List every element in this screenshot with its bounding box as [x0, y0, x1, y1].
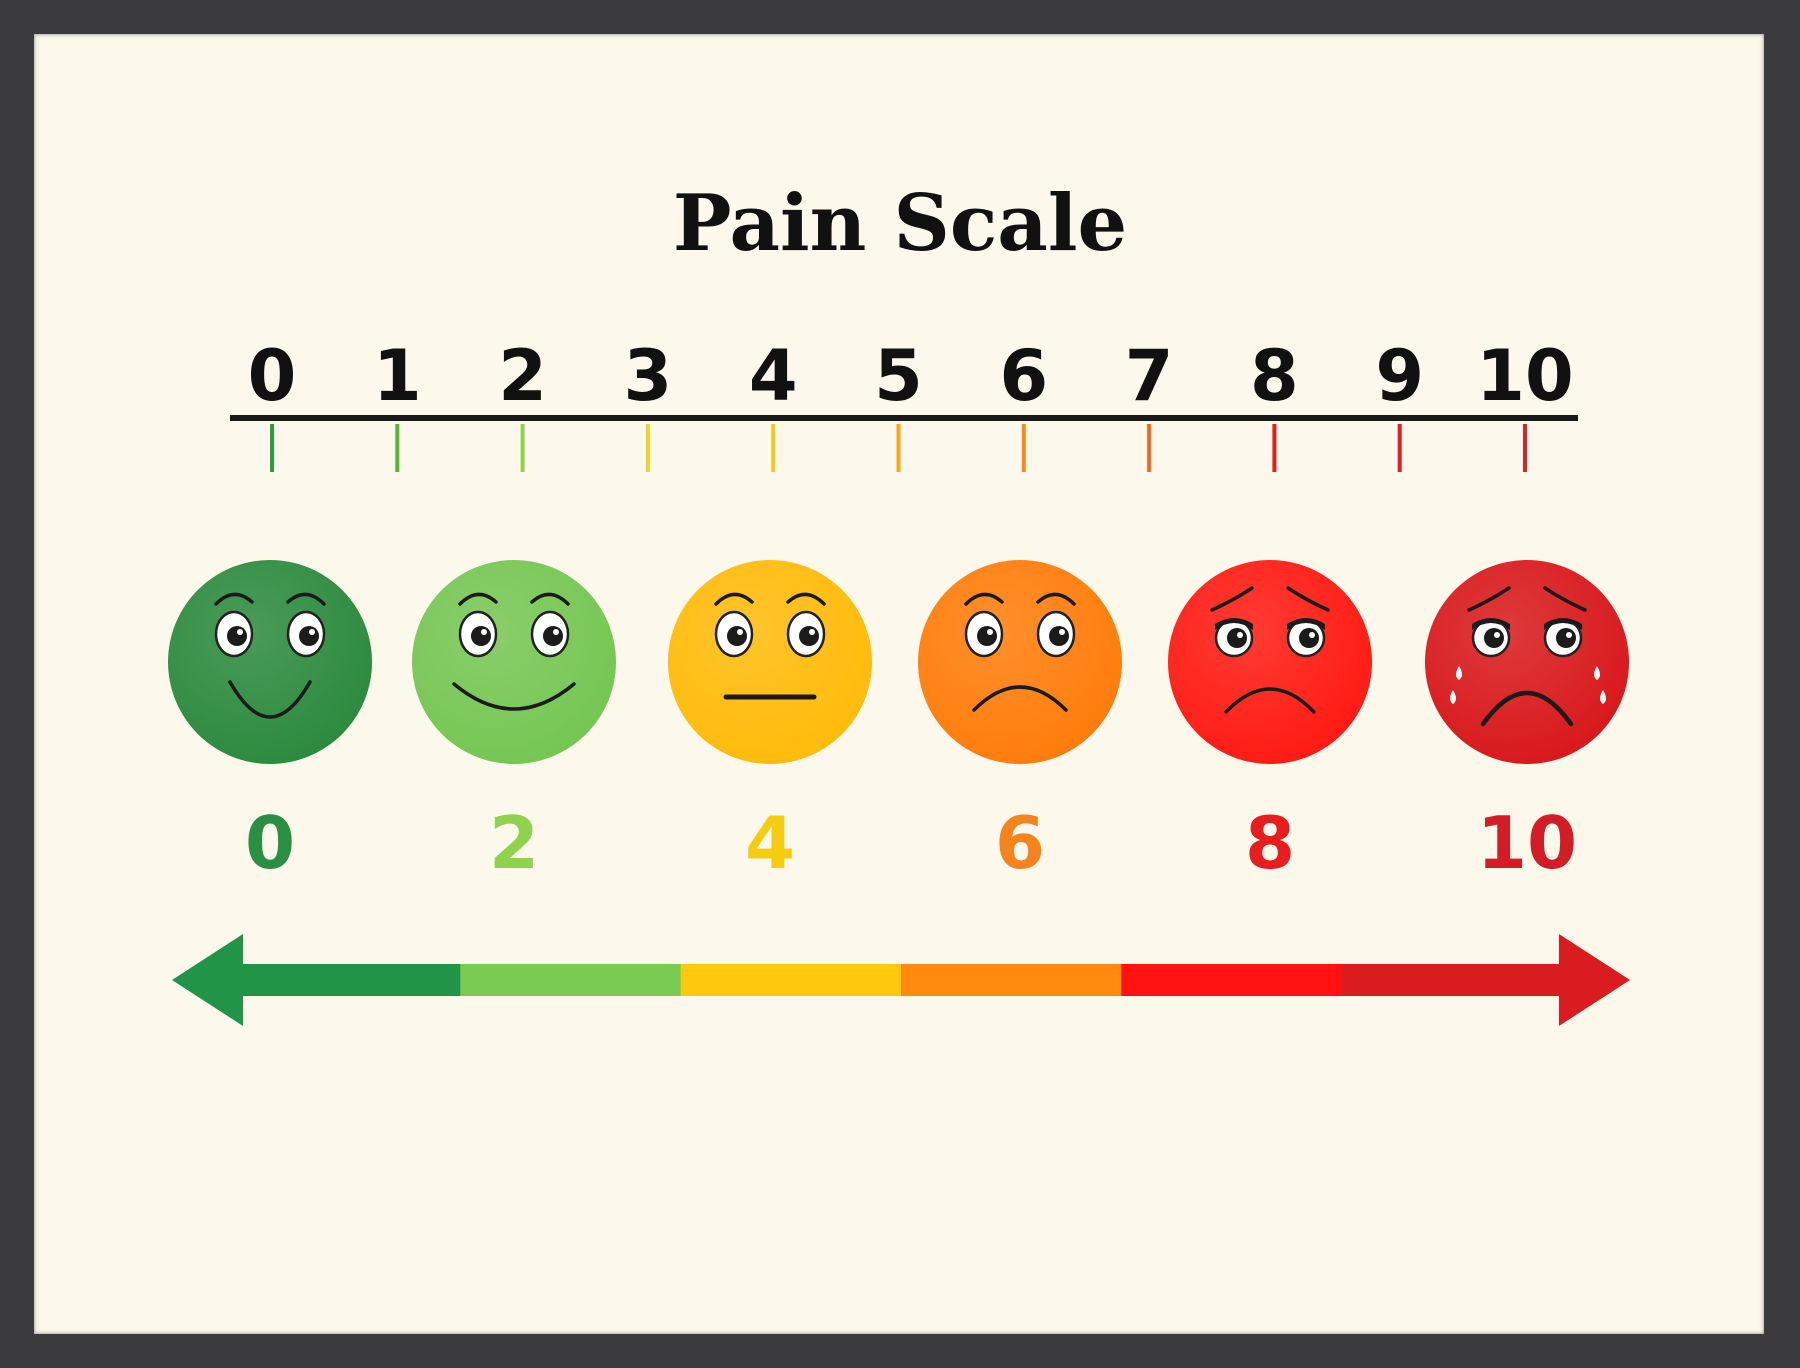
- face-value-label: 2: [489, 801, 539, 885]
- eye-highlight: [1566, 632, 1572, 638]
- eye-highlight: [1309, 632, 1315, 638]
- eyebrow: [458, 592, 498, 606]
- face-icon-crying: [1425, 560, 1629, 764]
- pupil: [1484, 628, 1504, 648]
- eyebrow: [286, 592, 326, 606]
- tick-label: 0: [248, 335, 297, 417]
- eyelid: [1472, 618, 1510, 630]
- pupil: [799, 626, 819, 646]
- tick-label: 2: [498, 335, 547, 417]
- eyelid: [1215, 618, 1253, 630]
- eyebrow: [1036, 592, 1076, 606]
- mouth: [228, 680, 312, 719]
- pupil: [1049, 626, 1069, 646]
- face-circle: [668, 560, 872, 764]
- tick-label: 9: [1375, 335, 1424, 417]
- arrow-segment: [1341, 964, 1563, 996]
- eyebrow: [530, 592, 570, 606]
- eyebrow: [714, 592, 754, 606]
- arrow-segment: [901, 964, 1123, 996]
- double-arrow: [172, 934, 1630, 1026]
- tick-label: 10: [1476, 335, 1573, 417]
- eye-highlight: [481, 629, 487, 635]
- face-circle: [1168, 560, 1372, 764]
- face-value-label: 0: [245, 801, 295, 885]
- eye-highlight: [737, 629, 743, 635]
- eye-highlight: [309, 629, 315, 635]
- pupil: [471, 626, 491, 646]
- pupil: [1227, 628, 1247, 648]
- face-icon-smile-big: [168, 560, 372, 764]
- eyelid: [1544, 618, 1582, 630]
- eyebrow: [1286, 586, 1330, 612]
- face-value-label: 4: [745, 801, 795, 885]
- eye-highlight: [553, 629, 559, 635]
- tick-label: 6: [999, 335, 1048, 417]
- arrow-segment: [460, 964, 682, 996]
- pupil: [1556, 628, 1576, 648]
- page-title: Pain Scale: [672, 178, 1128, 269]
- pupil: [543, 626, 563, 646]
- face-labels: 0 2 4 6 8 10: [245, 801, 1577, 885]
- mouth: [972, 685, 1068, 712]
- face-circle: [1425, 560, 1629, 764]
- eye-highlight: [1237, 632, 1243, 638]
- arrow-head-left: [172, 934, 243, 1026]
- face-value-label: 6: [995, 801, 1045, 885]
- tick-label: 4: [749, 335, 798, 417]
- tick-label: 3: [624, 335, 673, 417]
- tear-drop: [1600, 690, 1606, 704]
- tick-label: 7: [1125, 335, 1174, 417]
- tick-label: 1: [373, 335, 422, 417]
- tick-label: 5: [874, 335, 923, 417]
- face-circle: [168, 560, 372, 764]
- pupil: [1299, 628, 1319, 648]
- tear-drop: [1594, 666, 1600, 680]
- face-icons: [168, 560, 1629, 764]
- arrow-head-right: [1559, 934, 1630, 1026]
- eye-highlight: [809, 629, 815, 635]
- tear-drop: [1450, 690, 1456, 704]
- pupil: [227, 626, 247, 646]
- eyebrow: [964, 592, 1004, 606]
- face-value-label: 8: [1245, 801, 1295, 885]
- eye-highlight: [1494, 632, 1500, 638]
- face-value-label: 10: [1477, 801, 1577, 885]
- pupil: [299, 626, 319, 646]
- eye-highlight: [237, 629, 243, 635]
- arrow-segment: [1121, 964, 1343, 996]
- tick-label: 8: [1250, 335, 1299, 417]
- mouth: [1480, 690, 1574, 727]
- eyelid: [1287, 618, 1325, 630]
- face-icon-sad: [1168, 560, 1372, 764]
- tear-drop: [1456, 666, 1462, 680]
- mouth: [1224, 687, 1316, 714]
- arrow-segment: [680, 964, 902, 996]
- eyebrow: [1210, 586, 1254, 612]
- mouth: [452, 682, 576, 711]
- eyebrow: [214, 592, 254, 606]
- arrow-segment: [240, 964, 462, 996]
- pupil: [977, 626, 997, 646]
- eyebrow: [1467, 586, 1511, 612]
- pupil: [727, 626, 747, 646]
- eye-highlight: [1059, 629, 1065, 635]
- face-icon-neutral: [668, 560, 872, 764]
- eye-highlight: [987, 629, 993, 635]
- eyebrow: [786, 592, 826, 606]
- eyebrow: [1543, 586, 1587, 612]
- scale-ticks: 0 1 2 3 4 5 6 7 8 9 10: [248, 335, 1574, 472]
- face-circle: [412, 560, 616, 764]
- face-circle: [918, 560, 1122, 764]
- face-icon-frown: [918, 560, 1122, 764]
- face-icon-smile-wide: [412, 560, 616, 764]
